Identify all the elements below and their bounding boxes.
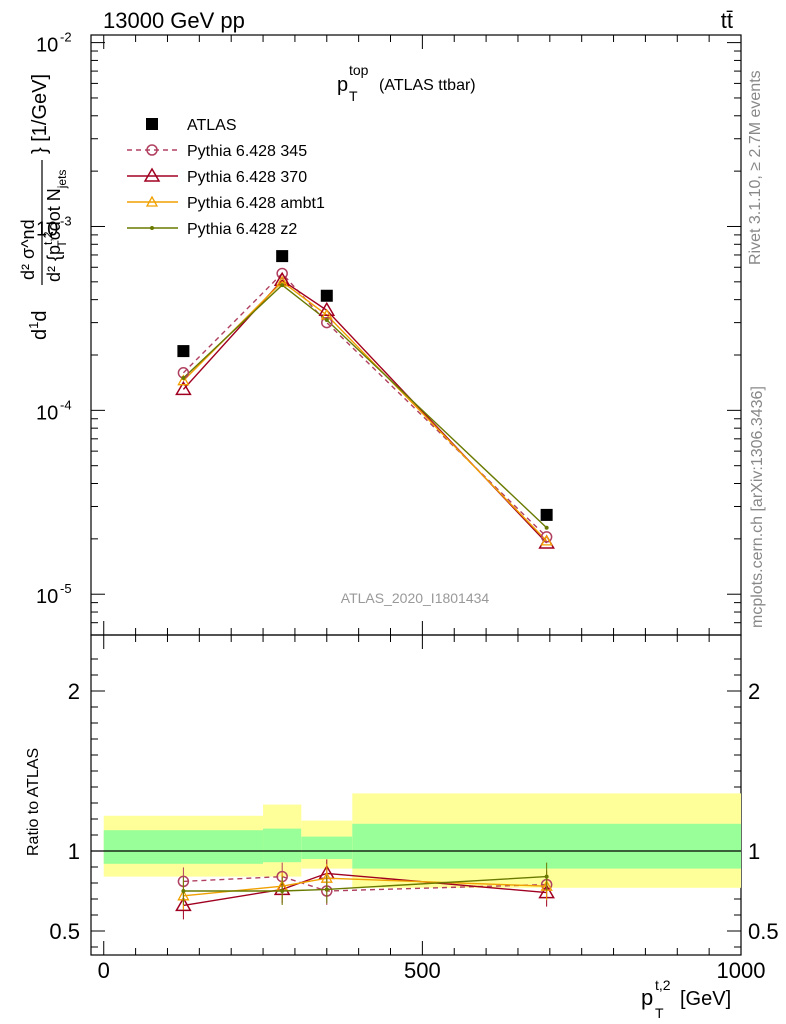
main-data-point bbox=[540, 531, 553, 543]
ylabel-unit: } [1/GeV] bbox=[29, 74, 51, 154]
main-data-point bbox=[321, 316, 333, 329]
main-ytick-label: 10 bbox=[36, 218, 58, 240]
ratio-data-point bbox=[280, 889, 285, 893]
ratio-series bbox=[175, 859, 555, 920]
main-ytick-label: 10 bbox=[36, 586, 58, 608]
main-data-point bbox=[280, 283, 285, 288]
ratio-ytick-label-right: 1 bbox=[748, 839, 760, 864]
atlas-data-point bbox=[177, 345, 190, 358]
main-data-point bbox=[318, 301, 336, 317]
uncertainty-band-inner bbox=[301, 836, 353, 859]
main-series bbox=[175, 250, 555, 549]
ratio-data-point bbox=[324, 887, 329, 892]
legend-label: ATLAS bbox=[187, 117, 237, 134]
legend-marker bbox=[150, 226, 154, 230]
ratio-ytick-label-right: 2 bbox=[748, 679, 760, 704]
title-sub: T bbox=[349, 88, 358, 104]
title-p: p bbox=[337, 74, 348, 96]
main-ticks bbox=[91, 35, 742, 636]
xtick-label: 500 bbox=[404, 958, 441, 983]
title-suffix: (ATLAS ttbar) bbox=[379, 77, 476, 94]
ylabel-mid: d² σ^nd bbox=[18, 219, 38, 280]
xtick-label: 1000 bbox=[717, 958, 766, 983]
main-data-point bbox=[540, 534, 553, 546]
energy-label: 13000 GeV pp bbox=[103, 8, 245, 33]
ratio-data-point bbox=[181, 889, 186, 893]
xtick-labels: 0 500 1000 bbox=[98, 958, 766, 983]
ratio-ytick-label: 1 bbox=[68, 839, 80, 864]
uncertainty-band-inner bbox=[352, 823, 741, 869]
legend-label: Pythia 6.428 ambt1 bbox=[187, 195, 325, 212]
xlabel-p: p bbox=[641, 985, 653, 1010]
xaxis-label: p t,2 T [GeV] bbox=[641, 977, 731, 1021]
atlas-data-point bbox=[320, 289, 333, 302]
main-ytick-label: 10 bbox=[36, 402, 58, 424]
main-ytick-exponent: -2 bbox=[60, 30, 72, 45]
title-sup: top bbox=[349, 62, 369, 78]
main-data-point bbox=[276, 267, 288, 280]
main-data-point bbox=[177, 374, 190, 386]
main-ytick-label: 10 bbox=[36, 35, 58, 57]
main-data-point bbox=[324, 317, 329, 322]
legend-marker bbox=[143, 167, 161, 182]
ratio-series-line bbox=[183, 875, 547, 892]
legend: ATLAS Pythia 6.428 345 Pythia 6.428 370 Pyt… bbox=[127, 117, 325, 238]
mcplots-label: mcplots.cern.ch [arXiv:1306.3436] bbox=[749, 386, 766, 628]
ratio-ytick-label: 2 bbox=[68, 679, 80, 704]
ratio-bands bbox=[91, 793, 741, 888]
rivet-label: Rivet 3.1.10, ≥ 2.7M events bbox=[747, 70, 764, 265]
legend-marker bbox=[145, 195, 159, 207]
main-data-point bbox=[181, 375, 186, 380]
main-data-point bbox=[175, 380, 192, 396]
ratio-data-point bbox=[544, 874, 549, 879]
xlabel-sup: t,2 bbox=[655, 977, 671, 993]
legend-label: Pythia 6.428 z2 bbox=[187, 221, 297, 238]
legend-marker bbox=[146, 144, 158, 156]
main-title: p top T (ATLAS ttbar) bbox=[337, 62, 476, 104]
legend-label: Pythia 6.428 370 bbox=[187, 169, 307, 186]
ratio-ytick-labels: 2 2 1 1 0.5 0.5 bbox=[49, 679, 778, 944]
main-ytick-exponent: -3 bbox=[60, 213, 72, 228]
ratio-ylabel: Ratio to ATLAS bbox=[25, 748, 42, 856]
main-ytick-exponent: -5 bbox=[60, 581, 72, 596]
xlabel-sub: T bbox=[655, 1005, 664, 1021]
ylabel-text: d1d bbox=[26, 311, 51, 340]
process-label: tt̄ bbox=[721, 8, 733, 33]
ratio-data-point bbox=[175, 896, 192, 912]
legend-label: Pythia 6.428 345 bbox=[187, 143, 307, 160]
uncertainty-band-inner bbox=[103, 830, 264, 864]
analysis-watermark: ATLAS_2020_I1801434 bbox=[341, 590, 490, 606]
legend-marker bbox=[146, 118, 158, 130]
atlas-data-point bbox=[276, 250, 289, 263]
atlas-data-point bbox=[540, 508, 553, 521]
main-ytick-labels: 10-210-310-410-5 bbox=[36, 30, 72, 609]
main-data-point bbox=[544, 525, 549, 530]
main-series-line bbox=[182, 272, 548, 538]
main-ylabel: d1d d² σ^nd d² {pt,2Tcdot Njets } [1/GeV… bbox=[18, 74, 69, 340]
ratio-ytick-label-right: 0.5 bbox=[748, 919, 779, 944]
main-series-line bbox=[182, 280, 548, 542]
xtick-label: 0 bbox=[98, 958, 110, 983]
main-ytick-exponent: -4 bbox=[60, 397, 72, 412]
ratio-ytick-label: 0.5 bbox=[49, 919, 80, 944]
main-series-line bbox=[182, 284, 548, 529]
main-series-line bbox=[182, 279, 548, 544]
uncertainty-band-inner bbox=[263, 828, 302, 863]
ratio-series-line bbox=[183, 875, 547, 892]
xlabel-unit: [GeV] bbox=[680, 988, 731, 1010]
